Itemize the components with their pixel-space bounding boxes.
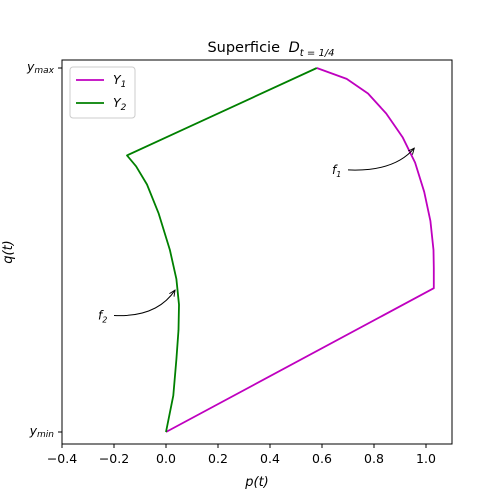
series-line-1 [165,67,435,433]
x-tick-label: 0.6 [312,451,332,466]
x-tick-label: −0.2 [99,451,129,466]
annotation-layer: f1 f2 [98,148,414,325]
x-axis-label: p(t) [244,475,269,490]
chart-title: Superficie Dt = 1/4 [207,40,334,59]
legend-label-1: Y1 [113,72,126,90]
x-tick-label: 0.0 [156,451,176,466]
series-layer [126,67,435,433]
y-axis-label: q(t) [1,240,16,264]
x-tick-label: 0.8 [364,451,384,466]
plot-frame [61,59,453,445]
legend-label-2: Y2 [113,95,127,113]
y-tick-label: ymin [29,423,55,440]
series-line-2 [126,67,318,433]
x-tick-label: 1.0 [416,451,436,466]
annotation-label-2: f2 [98,309,107,325]
y-tick-label: ymax [26,59,55,76]
x-tick-label: 0.2 [208,451,228,466]
y-axis-ticks: ymin ymax [26,59,62,440]
annotation-arrow-1 [347,148,414,171]
x-tick-label: −0.4 [47,451,77,466]
annotation-arrow-2 [113,290,175,317]
x-axis-ticks: −0.4 −0.2 0.0 0.2 0.4 0.6 0.8 1.0 [47,444,436,466]
annotation-label-1: f1 [332,163,341,179]
x-tick-label: 0.4 [260,451,280,466]
